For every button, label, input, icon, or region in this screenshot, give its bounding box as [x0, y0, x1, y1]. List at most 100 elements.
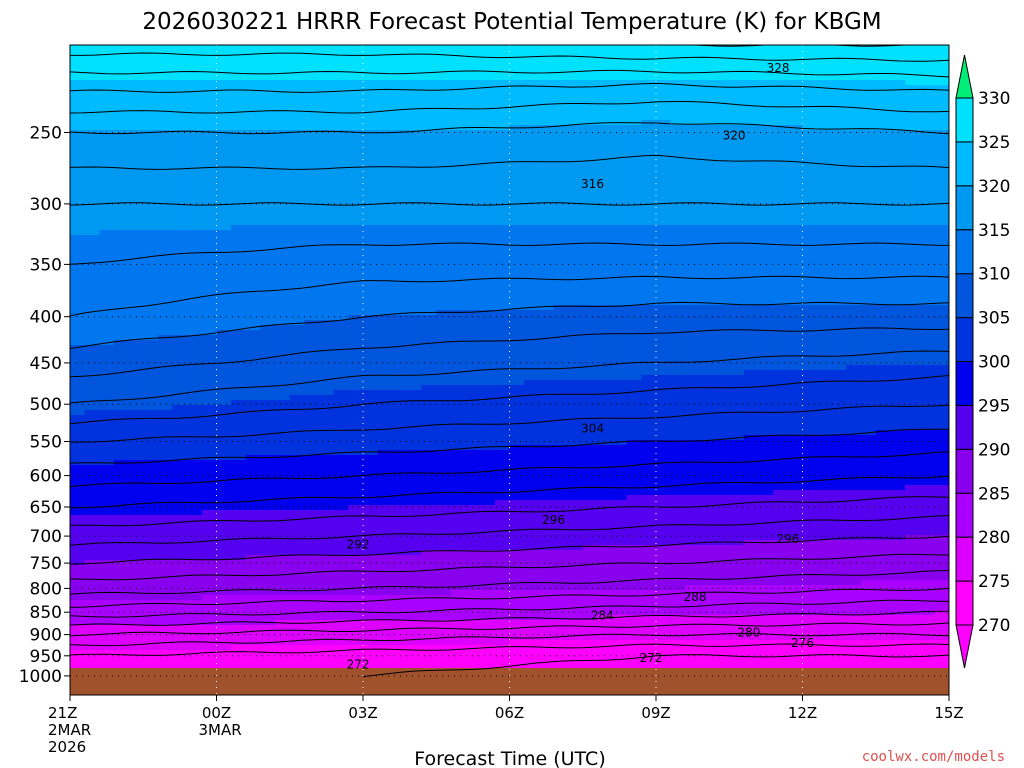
colorbar-box: [955, 536, 974, 582]
x-tick-label: 03Z: [348, 704, 377, 722]
contour-lines: [70, 45, 949, 678]
y-tick-label: 550: [30, 433, 62, 453]
contour-line-278: [70, 622, 949, 637]
colorbar-tick-label: 285: [978, 484, 1010, 504]
y-tick-label: 900: [30, 626, 62, 646]
contour-label: 272: [347, 658, 370, 672]
contour-label: 280: [737, 625, 760, 639]
contour-label: 304: [581, 422, 604, 436]
contour-line-292: [70, 515, 949, 546]
y-tick-label: 650: [30, 498, 62, 518]
y-tick-label: 700: [30, 527, 62, 547]
contour-line-320: [70, 122, 949, 135]
contour-line-328: [70, 52, 949, 62]
contour-line-326: [70, 69, 949, 78]
x-tick-label: 2MAR: [48, 721, 91, 739]
contour-line-308: [70, 327, 949, 378]
contour-line-318: [70, 154, 949, 170]
credit-text: coolwx.com/models: [862, 749, 1005, 765]
contour-line-280: [70, 610, 949, 626]
colorbar-tick-label: 325: [978, 133, 1010, 153]
contour-line-282: [70, 599, 949, 618]
colorbar-box: [955, 185, 974, 231]
x-tick-label: 09Z: [641, 704, 670, 722]
colorbar-tick-label: 305: [978, 309, 1010, 329]
contour-labels: 328 320 316 304 296 296 292 288 284 280 276 272 272: [347, 61, 814, 672]
colorbar-box: [955, 273, 974, 319]
colorbar-tick-label: 315: [978, 221, 1010, 241]
contour-line-286: [70, 570, 949, 595]
contour-line-284: [70, 587, 949, 608]
colorbar: 270 275 280 285 290 295 300 305 310 315 320 325 330: [955, 54, 1010, 669]
colorbar-box: [955, 97, 974, 143]
contour-line-298: [70, 451, 949, 488]
x-tick-label: 15Z: [934, 704, 963, 722]
y-tick-label: 350: [30, 255, 62, 275]
y-tick-label: 400: [30, 308, 62, 328]
contour-line-288: [70, 553, 949, 581]
contour-line-302: [70, 404, 949, 443]
contour-line-304: [70, 375, 949, 425]
y-tick-label: 1000: [19, 667, 62, 687]
contour-line-310: [70, 301, 949, 349]
x-tick-label: 3MAR: [199, 721, 242, 739]
y-tick-label: 750: [30, 554, 62, 574]
contour-label: 316: [581, 177, 604, 191]
contour-line-274: [70, 643, 949, 656]
plot-area: 328 320 316 304 296 296 292 288 284 280 276 272 272: [70, 45, 949, 695]
x-tick-label: 06Z: [495, 704, 524, 722]
y-tick-label: 300: [30, 195, 62, 215]
x-tick-label: 2026: [48, 738, 86, 756]
contour-label: 284: [591, 608, 614, 622]
contour-line-324: [70, 82, 949, 93]
contour-fills: [70, 45, 949, 695]
contour-line-312: [70, 275, 949, 317]
contour-line-316: [70, 202, 949, 206]
colorbar-box: [955, 580, 974, 626]
contour-line-272: [362, 654, 949, 678]
x-axis-label: Forecast Time (UTC): [414, 748, 605, 768]
colorbar-box: [955, 229, 974, 275]
colorbar-box: [955, 317, 974, 363]
colorbar-tick-label: 320: [978, 177, 1010, 197]
contour-line-322: [70, 100, 949, 114]
colorbar-box: [955, 361, 974, 406]
y-tick-label: 950: [30, 647, 62, 667]
colorbar-tick-label: 290: [978, 440, 1010, 460]
colorbar-tick-label: 330: [978, 89, 1010, 109]
colorbar-tick-label: 280: [978, 528, 1010, 548]
contour-line-290: [70, 535, 949, 565]
y-tick-label: 800: [30, 579, 62, 599]
contour-line-314: [70, 242, 949, 265]
colorbar-tick-label: 295: [978, 396, 1010, 416]
contour-label: 288: [684, 590, 707, 604]
contour-label: 328: [767, 61, 790, 75]
colorbar-box: [955, 141, 974, 187]
contour-label: 292: [347, 537, 370, 551]
colorbar-box: [955, 448, 974, 494]
contour-line-296: [70, 475, 949, 509]
colorbar-tick-label: 310: [978, 265, 1010, 285]
colorbar-below-arrow: [955, 624, 974, 669]
contour-line-294: [70, 496, 949, 527]
y-tick-label: 850: [30, 603, 62, 623]
x-tick-label: 12Z: [788, 704, 817, 722]
contour-label: 296: [542, 513, 565, 527]
y-tick-label: 450: [30, 354, 62, 374]
contour-label: 320: [723, 129, 746, 143]
colorbar-above-arrow: [955, 54, 974, 99]
contour-line-306: [70, 350, 949, 404]
colorbar-box: [955, 492, 974, 538]
x-tick-label: 21Z: [48, 704, 77, 722]
y-axis: 250 300 350 400 450 500 550 600 650 700 750 800 850 9…: [19, 124, 70, 687]
colorbar-tick-label: 300: [978, 353, 1010, 373]
colorbar-tick-label: 270: [978, 616, 1010, 636]
contour-label: 296: [776, 532, 799, 546]
y-tick-label: 250: [30, 124, 62, 144]
y-tick-label: 500: [30, 395, 62, 415]
contour-label: 276: [791, 636, 814, 650]
contour-line-300: [70, 428, 949, 464]
colorbar-tick-label: 275: [978, 572, 1010, 592]
